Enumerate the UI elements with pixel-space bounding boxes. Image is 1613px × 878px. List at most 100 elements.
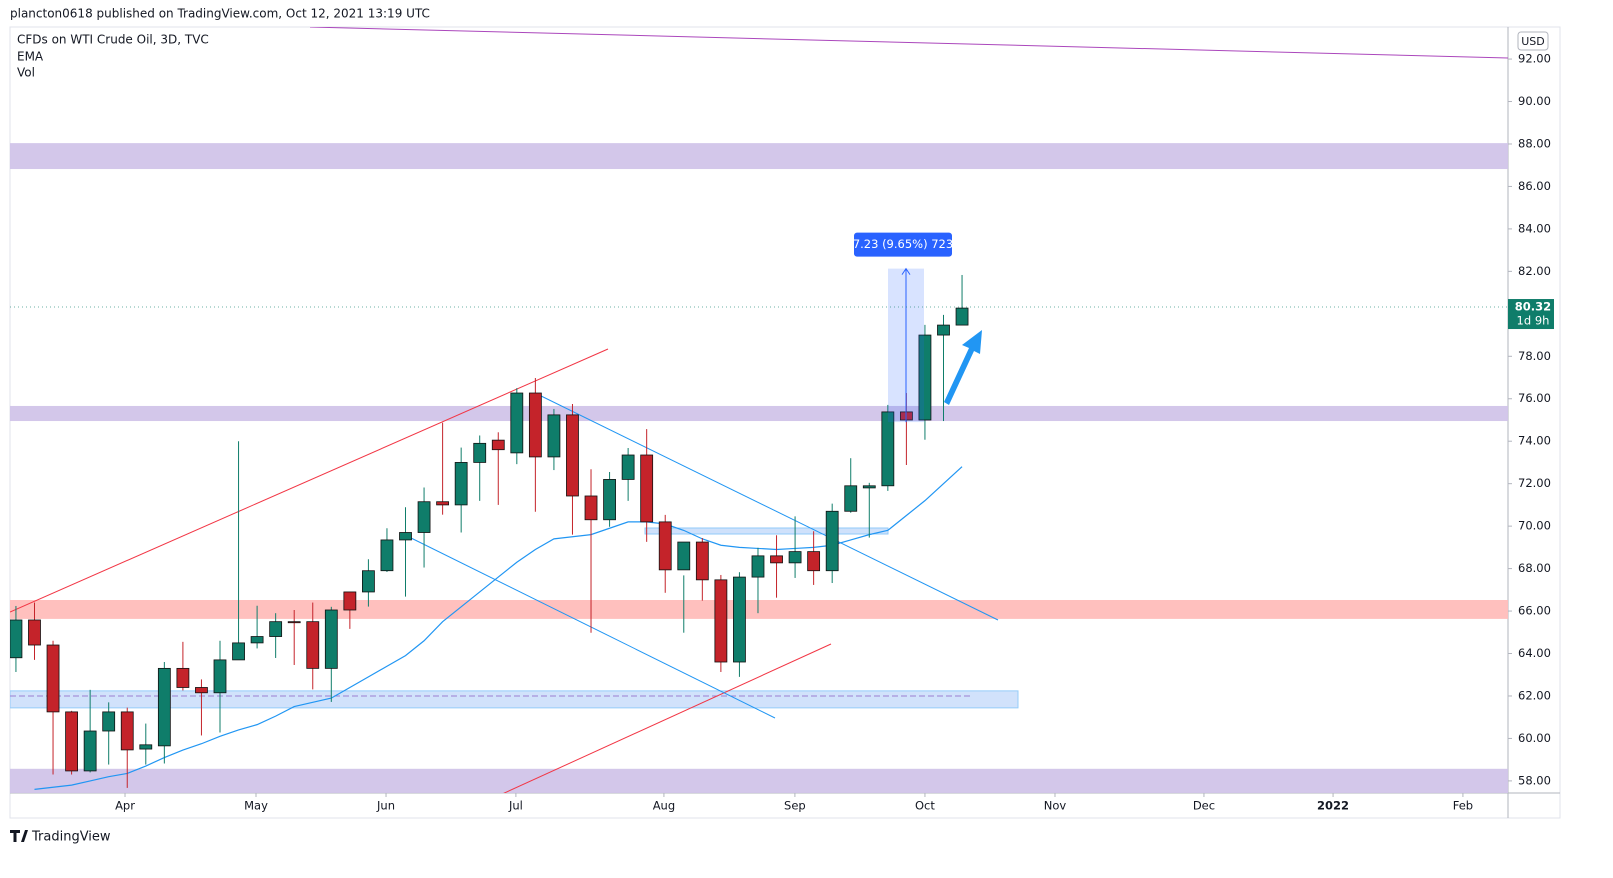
footer: TradingView	[31, 830, 111, 845]
candle-body	[825, 510, 839, 572]
y-tick-label: 78.00	[1518, 349, 1551, 363]
candle-body	[491, 439, 505, 451]
candle-body	[343, 591, 357, 611]
candle-body	[844, 485, 858, 512]
y-tick-label: 76.00	[1518, 391, 1551, 405]
candle-body	[918, 334, 932, 421]
y-tick-label: 88.00	[1518, 136, 1551, 150]
candle-body	[65, 711, 78, 772]
candle-body	[770, 555, 783, 564]
candle-body	[510, 392, 524, 454]
candle-body	[751, 555, 765, 578]
x-tick-label: Jun	[376, 799, 395, 813]
candle-body	[213, 659, 227, 694]
candle-body	[695, 541, 709, 581]
candle-body	[324, 609, 338, 669]
candle-body	[139, 744, 153, 750]
y-tick-label: 90.00	[1518, 94, 1551, 108]
candle-body	[399, 532, 412, 541]
x-tick-label: May	[244, 799, 268, 813]
ema-line	[34, 466, 963, 790]
candle-body	[733, 576, 746, 663]
currency: USD	[1521, 35, 1545, 48]
measure-label-bg	[854, 232, 952, 257]
zone	[10, 143, 1508, 170]
candle-body	[157, 667, 171, 747]
candle-body	[417, 501, 431, 533]
candle-body	[232, 642, 245, 661]
x-tick-label: Nov	[1044, 799, 1067, 813]
candle-body	[528, 392, 542, 458]
x-tick-label: Dec	[1193, 799, 1215, 813]
candle-body	[862, 485, 876, 489]
box-drawing	[644, 527, 889, 535]
candle-body	[658, 521, 672, 571]
header: plancton0618 published on TradingView.co…	[10, 7, 430, 21]
candle-body	[677, 541, 691, 571]
legend-ema: EMA	[17, 50, 44, 64]
candle-body	[250, 636, 264, 644]
candle-body	[788, 551, 802, 564]
candle-body	[547, 414, 561, 458]
candle-body	[584, 495, 598, 521]
legend: CFDs on WTI Crude Oil, 3D, TVC EMA Vol	[17, 33, 209, 80]
candle-body	[621, 454, 635, 480]
candle-body	[195, 687, 208, 694]
zone	[10, 690, 1019, 709]
currency-box[interactable]	[1517, 31, 1549, 51]
candle-body	[269, 621, 283, 637]
y-tick-label: 92.00	[1518, 52, 1551, 66]
y-tick-label: 66.00	[1518, 604, 1551, 618]
trendline	[309, 27, 1508, 59]
last-price-tag	[1508, 299, 1554, 330]
candle-body	[436, 501, 450, 506]
trendline	[503, 643, 832, 793]
candle-body	[937, 324, 950, 336]
candle-body	[714, 579, 728, 663]
x-tick-label: Jul	[508, 799, 523, 813]
y-tick-label: 82.00	[1518, 264, 1551, 278]
trendline	[404, 534, 776, 719]
zone	[10, 600, 1508, 619]
y-tick-label: 62.00	[1518, 688, 1551, 702]
x-tick-label: Apr	[115, 799, 135, 813]
y-tick-label: 60.00	[1518, 731, 1551, 745]
measure-arrowhead	[901, 267, 911, 275]
x-tick-label: Sep	[784, 799, 806, 813]
y-tick-label: 72.00	[1518, 476, 1551, 490]
last-price: 80.32	[1515, 300, 1551, 314]
candle-body	[102, 711, 116, 732]
y-tick-label: 68.00	[1518, 561, 1551, 575]
candle-body	[120, 711, 134, 751]
y-tick-label: 58.00	[1518, 773, 1551, 787]
candle-body	[881, 411, 895, 487]
candle-body	[287, 621, 301, 624]
countdown: 1d 9h	[1517, 314, 1550, 328]
y-tick-label: 70.00	[1518, 519, 1551, 533]
trendline	[10, 348, 609, 613]
candle-body	[603, 479, 616, 521]
legend-vol: Vol	[17, 66, 35, 80]
candle-body	[46, 644, 60, 713]
y-tick-label: 86.00	[1518, 179, 1551, 193]
legend-title: CFDs on WTI Crude Oil, 3D, TVC	[17, 33, 209, 47]
plot	[10, 27, 1508, 793]
candle-body	[473, 442, 487, 463]
zone	[10, 405, 1508, 422]
x-tick-label: Feb	[1453, 799, 1473, 813]
candle-body	[955, 307, 969, 326]
frame	[9, 26, 1561, 819]
y-tick-label: 74.00	[1518, 434, 1551, 448]
y-tick-label: 84.00	[1518, 221, 1551, 235]
candle-body	[454, 462, 468, 506]
candle-body	[380, 539, 394, 572]
measure-label: 7.23 (9.65%) 723	[853, 237, 953, 251]
candle-body	[306, 621, 320, 669]
candle-body	[28, 619, 41, 646]
candle-body	[807, 551, 821, 572]
candle-body	[362, 570, 375, 593]
x-tick-label: Aug	[653, 799, 675, 813]
y-tick-label: 64.00	[1518, 646, 1551, 660]
